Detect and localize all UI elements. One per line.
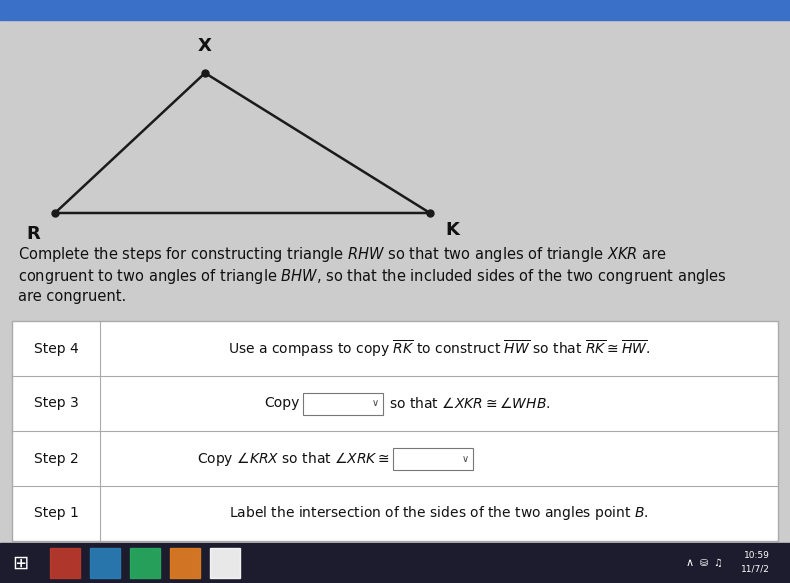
Text: Copy $\angle KRX$ so that $\angle XRK\cong$: Copy $\angle KRX$ so that $\angle XRK\co… [197, 449, 390, 468]
Text: Step 2: Step 2 [34, 451, 78, 465]
Bar [50, 548, 80, 578]
Bar [303, 392, 383, 415]
Text: Step 3: Step 3 [34, 396, 78, 410]
Text: ∧: ∧ [686, 558, 694, 568]
Bar [130, 548, 160, 578]
Text: X: X [198, 37, 212, 55]
Text: Use a compass to copy $\overline{RK}$ to construct $\overline{HW}$ so that $\ove: Use a compass to copy $\overline{RK}$ to… [228, 338, 650, 359]
Text: so that $\angle XKR\cong\angle WHB$.: so that $\angle XKR\cong\angle WHB$. [389, 396, 551, 411]
Text: Step 4: Step 4 [34, 342, 78, 356]
Bar [210, 548, 240, 578]
Bar [170, 548, 200, 578]
Text: 11/7/2: 11/7/2 [741, 564, 770, 574]
Text: 10:59: 10:59 [744, 550, 770, 560]
Text: Label the intersection of the sides of the two angles point $B$.: Label the intersection of the sides of t… [229, 504, 649, 522]
Text: R: R [26, 225, 40, 243]
Text: ♫: ♫ [713, 558, 722, 568]
Text: Copy: Copy [265, 396, 300, 410]
Text: ∨: ∨ [371, 399, 378, 409]
Text: congruent to two angles of triangle $\mathbf{\mathit{BHW}}$, so that the include: congruent to two angles of triangle $\ma… [18, 267, 727, 286]
Text: Complete the steps for constructing triangle $\mathit{RHW}$ so that two angles o: Complete the steps for constructing tria… [18, 245, 667, 264]
Text: K: K [445, 221, 459, 239]
Bar [0, 0, 790, 20]
Text: are congruent.: are congruent. [18, 289, 126, 304]
Text: ∨: ∨ [461, 454, 468, 463]
Text: Step 1: Step 1 [33, 507, 78, 521]
Text: ⊞: ⊞ [12, 553, 28, 573]
Bar [393, 448, 473, 469]
Bar [12, 321, 778, 541]
Bar [0, 543, 790, 583]
Bar [90, 548, 120, 578]
Text: ⛁: ⛁ [700, 558, 708, 568]
